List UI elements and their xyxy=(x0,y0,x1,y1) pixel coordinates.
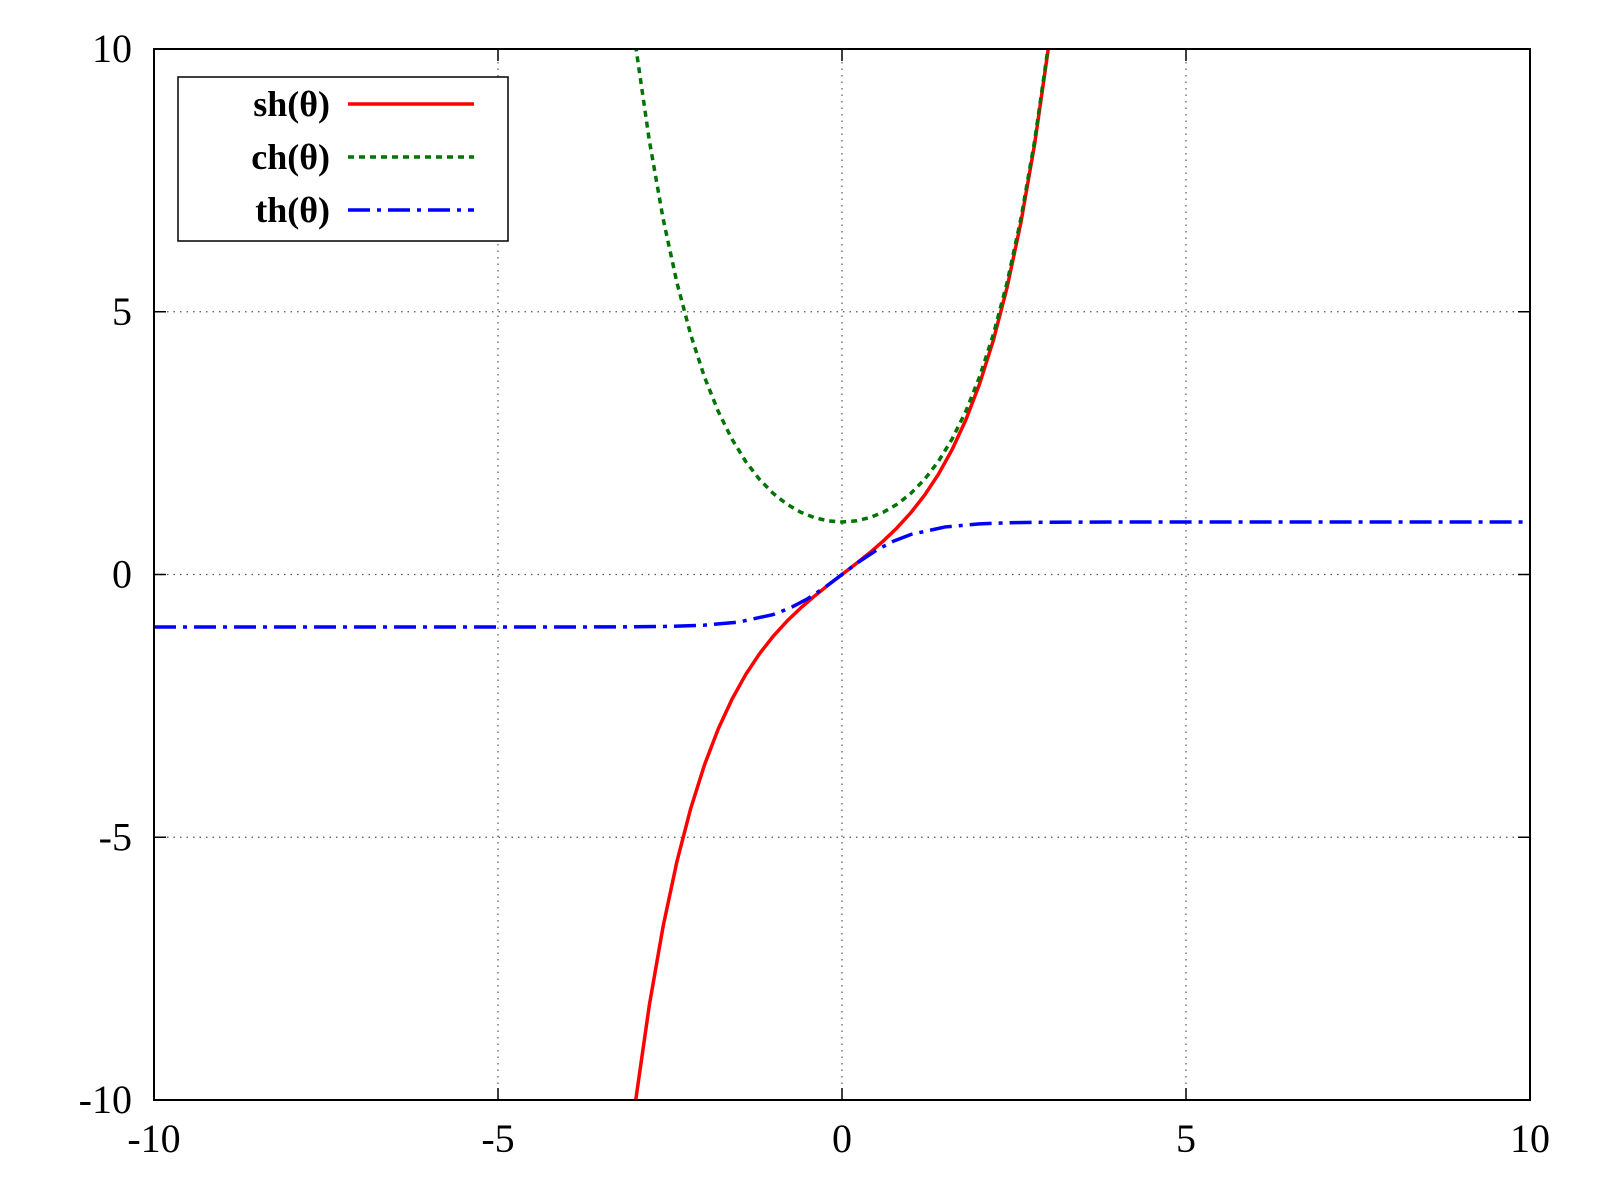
x-tick-label: 0 xyxy=(832,1116,852,1161)
tick-marks xyxy=(153,48,1531,1101)
series-line-1 xyxy=(634,49,1050,524)
y-tick-label: 5 xyxy=(112,289,132,334)
legend: sh(θ) ch(θ) th(θ) xyxy=(177,76,509,242)
legend-entries: sh(θ) ch(θ) th(θ) xyxy=(251,84,474,230)
y-tick-label: 0 xyxy=(112,552,132,597)
legend-label: ch(θ) xyxy=(251,137,330,177)
y-tick-label: 10 xyxy=(92,26,132,71)
y-tick-label: -10 xyxy=(79,1077,132,1122)
legend-box xyxy=(177,76,509,242)
y-tick-label: -5 xyxy=(99,814,132,859)
legend-label: sh(θ) xyxy=(253,84,330,124)
y-axis-tick-labels: -10 -5 0 5 10 xyxy=(79,26,132,1122)
x-axis-tick-labels: -10 -5 0 5 10 xyxy=(127,1116,1550,1161)
x-tick-label: 10 xyxy=(1510,1116,1550,1161)
legend-label: th(θ) xyxy=(255,190,330,230)
x-tick-label: 5 xyxy=(1176,1116,1196,1161)
series-layer xyxy=(154,49,1530,1100)
x-tick-label: -5 xyxy=(481,1116,514,1161)
x-tick-label: -10 xyxy=(127,1116,180,1161)
series-line-2 xyxy=(154,520,1530,629)
